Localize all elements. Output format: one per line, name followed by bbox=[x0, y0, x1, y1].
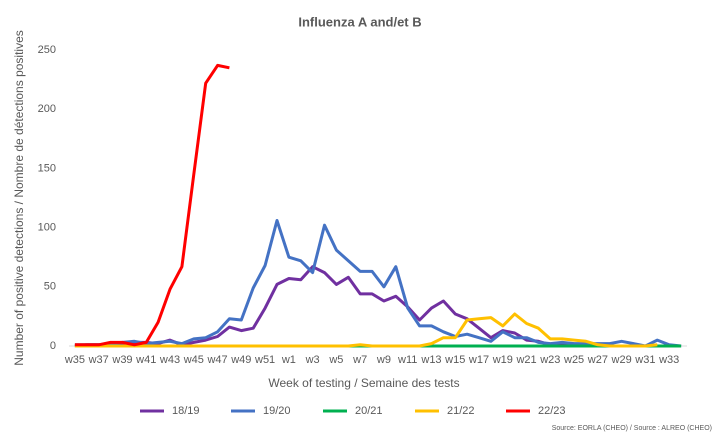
source: Source: EORLA (CHEO) / Source : ALREO (C… bbox=[552, 425, 712, 432]
y-tick-label: 100 bbox=[38, 222, 56, 234]
legend-label: 22/23 bbox=[538, 405, 566, 417]
x-tick-label: w43 bbox=[159, 354, 180, 366]
y-tick-label: 200 bbox=[38, 103, 56, 115]
x-tick-label: w47 bbox=[206, 354, 227, 366]
legend-label: 21/22 bbox=[447, 405, 475, 417]
x-tick-label: w21 bbox=[515, 354, 536, 366]
x-tick-label: w9 bbox=[376, 354, 391, 366]
x-tick-label: w23 bbox=[539, 354, 560, 366]
x-tick-label: w5 bbox=[328, 354, 343, 366]
y-tick-label: 50 bbox=[44, 281, 56, 293]
x-tick-label: w37 bbox=[88, 354, 109, 366]
series-line bbox=[74, 219, 682, 348]
x-tick-label: w11 bbox=[397, 354, 417, 366]
x-tick-label: w7 bbox=[352, 354, 367, 366]
x-tick-label: w35 bbox=[64, 354, 85, 366]
series-line bbox=[74, 312, 658, 348]
legend-label: 19/20 bbox=[263, 405, 291, 417]
x-tick-label: w29 bbox=[611, 354, 632, 366]
x-tick-label: w13 bbox=[420, 354, 441, 366]
x-tick-label: w15 bbox=[444, 354, 465, 366]
series-line bbox=[74, 63, 230, 347]
x-tick-label: w49 bbox=[230, 354, 251, 366]
x-tick-label: w19 bbox=[492, 354, 513, 366]
x-tick-label: w39 bbox=[111, 354, 132, 366]
y-tick-label: 0 bbox=[50, 340, 56, 352]
x-tick-label: w31 bbox=[634, 354, 655, 366]
x-tick-label: w1 bbox=[281, 354, 296, 366]
x-tick-label: w27 bbox=[587, 354, 608, 366]
legend-label: 18/19 bbox=[172, 405, 200, 417]
y-axis-title: Number of positive detections / Nombre d… bbox=[12, 30, 26, 366]
legend-label: 20/21 bbox=[355, 405, 383, 417]
x-tick-label: w17 bbox=[468, 354, 489, 366]
x-tick-label: w3 bbox=[305, 354, 320, 366]
y-tick-label: 250 bbox=[38, 44, 56, 56]
x-tick-label: w25 bbox=[563, 354, 584, 366]
x-axis-title: Week of testing / Semaine des tests bbox=[268, 376, 459, 390]
chart-title: Influenza A and/et B bbox=[298, 14, 421, 29]
x-tick-label: w41 bbox=[135, 354, 156, 366]
y-tick-label: 150 bbox=[38, 162, 56, 174]
x-tick-label: w45 bbox=[183, 354, 204, 366]
x-tick-label: w51 bbox=[254, 354, 275, 366]
x-tick-label: w33 bbox=[658, 354, 679, 366]
